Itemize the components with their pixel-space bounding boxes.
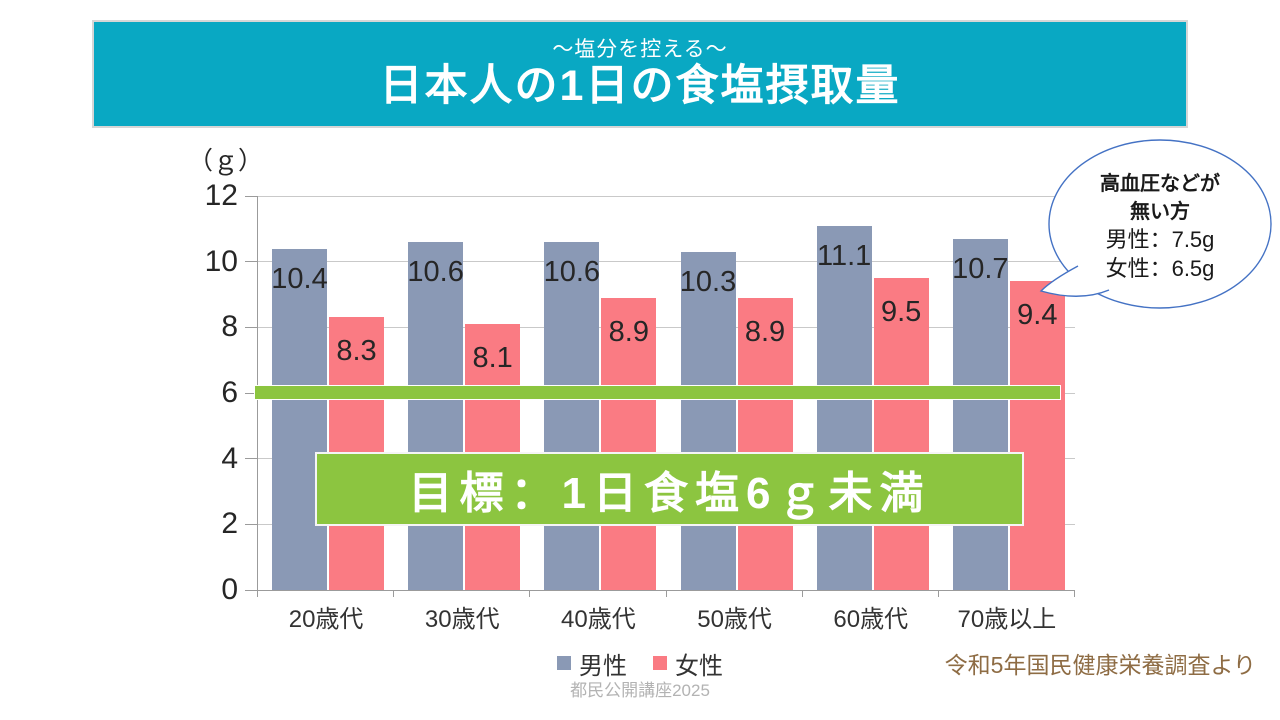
bar-value-女性-50歳代: 8.9 bbox=[744, 315, 786, 348]
x-axis-label-70歳以上: 70歳以上 bbox=[957, 606, 1057, 633]
target-banner-label: 目標：1日食塩6ｇ未満 bbox=[408, 469, 931, 518]
y-axis-label-6: 6 bbox=[221, 376, 238, 409]
x-axis-tick-3 bbox=[665, 590, 667, 597]
y-axis-label-8: 8 bbox=[221, 310, 238, 344]
bar-男性-40歳代 bbox=[544, 241, 600, 590]
y-axis-label-2: 2 bbox=[221, 507, 238, 541]
y-axis-label-12: 12 bbox=[204, 179, 238, 212]
y-axis-unit-label: （ｇ） bbox=[188, 147, 264, 175]
chart-legend: 男性 女性 bbox=[440, 650, 840, 680]
callout-line-3: 男性：7.5g bbox=[1106, 227, 1215, 252]
y-axis-tick-10 bbox=[245, 261, 258, 263]
y-axis-tick-8 bbox=[245, 326, 258, 328]
bar-男性-50歳代 bbox=[680, 251, 736, 590]
bar-女性-70歳以上 bbox=[1009, 281, 1065, 590]
bar-男性-70歳以上 bbox=[952, 238, 1008, 590]
x-axis-tick-6 bbox=[1074, 590, 1075, 597]
bar-男性-20歳代 bbox=[272, 248, 327, 590]
x-axis-tick-1 bbox=[393, 590, 395, 597]
bar-value-女性-20歳代: 8.3 bbox=[336, 335, 377, 368]
bar-value-女性-40歳代: 8.9 bbox=[608, 315, 649, 348]
target-line bbox=[254, 385, 1061, 400]
legend-swatch-女性 bbox=[653, 656, 667, 670]
legend-item-男性: 男性 bbox=[557, 646, 627, 681]
x-axis-tick-4 bbox=[801, 590, 803, 597]
y-axis-tick-4 bbox=[245, 458, 258, 460]
legend-label-女性: 女性 bbox=[675, 652, 723, 680]
y-axis-label-0: 0 bbox=[221, 573, 238, 606]
y-axis-label-10: 10 bbox=[204, 244, 238, 278]
bar-女性-40歳代 bbox=[601, 297, 657, 590]
source-note: 令和5年国民健康栄養調査より bbox=[944, 652, 1256, 678]
x-axis-label-50歳代: 50歳代 bbox=[697, 606, 772, 633]
footer-note: 都民公開講座2025 bbox=[570, 681, 710, 700]
legend-label-男性: 男性 bbox=[579, 652, 627, 680]
x-axis-label-30歳代: 30歳代 bbox=[424, 606, 500, 633]
y-axis-tick-2 bbox=[245, 523, 258, 525]
y-axis-tick-0 bbox=[245, 589, 258, 591]
bar-value-男性-20歳代: 10.4 bbox=[271, 262, 328, 295]
x-axis-tick-5 bbox=[937, 590, 939, 597]
gridline-12 bbox=[258, 195, 1075, 197]
x-axis-label-20歳代: 20歳代 bbox=[288, 606, 364, 633]
bar-value-男性-70歳以上: 10.7 bbox=[952, 252, 1009, 285]
callout-line-1: 高血圧などが bbox=[1100, 171, 1220, 195]
bar-value-女性-60歳代: 9.5 bbox=[880, 296, 922, 329]
bar-男性-30歳代 bbox=[408, 241, 464, 590]
y-axis-tick-12 bbox=[245, 195, 258, 197]
target-banner: 目標：1日食塩6ｇ未満 bbox=[315, 452, 1024, 526]
legend-item-女性: 女性 bbox=[653, 646, 723, 681]
callout-line-4: 女性：6.5g bbox=[1106, 256, 1215, 281]
bar-value-男性-60歳代: 11.1 bbox=[817, 239, 872, 272]
bar-女性-50歳代 bbox=[737, 297, 793, 590]
bar-value-女性-30歳代: 8.1 bbox=[472, 342, 513, 375]
callout-line-2: 無い方 bbox=[1130, 199, 1190, 223]
bar-value-男性-50歳代: 10.3 bbox=[679, 265, 737, 298]
gridline-8 bbox=[258, 326, 1075, 328]
bar-女性-60歳代 bbox=[873, 278, 929, 590]
bar-男性-60歳代 bbox=[816, 225, 872, 590]
slide-subtitle: ～塩分を控える～ bbox=[552, 37, 728, 61]
callout-bubble-shape bbox=[1048, 139, 1272, 309]
callout-bubble-tail bbox=[1039, 265, 1110, 297]
x-axis-tick-0 bbox=[257, 590, 258, 597]
legend-swatch-男性 bbox=[557, 656, 571, 670]
x-axis-tick-2 bbox=[529, 590, 531, 597]
x-axis-label-40歳代: 40歳代 bbox=[561, 606, 636, 633]
x-axis-label-60歳代: 60歳代 bbox=[833, 606, 909, 633]
gridline-10 bbox=[258, 261, 1075, 263]
bar-value-女性-70歳以上: 9.4 bbox=[1017, 299, 1058, 332]
y-axis-tick-6 bbox=[245, 392, 258, 394]
bar-value-男性-30歳代: 10.6 bbox=[407, 255, 464, 288]
header-banner: ～塩分を控える～ 日本人の1日の食塩摂取量 bbox=[92, 20, 1188, 128]
bar-value-男性-40歳代: 10.6 bbox=[543, 255, 601, 288]
callout-bubble: 高血圧などが 無い方 男性：7.5g 女性：6.5g bbox=[1039, 139, 1272, 309]
slide-title: 日本人の1日の食塩摂取量 bbox=[379, 61, 901, 110]
y-axis-label-4: 4 bbox=[221, 441, 238, 475]
